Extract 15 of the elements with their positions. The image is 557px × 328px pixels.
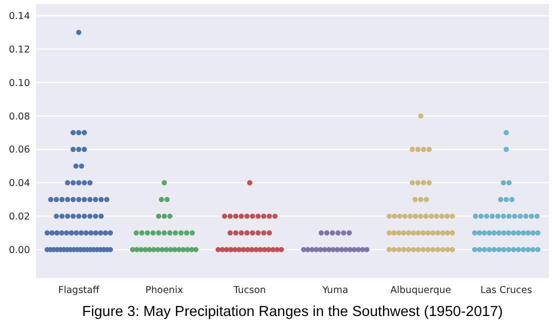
y-tick-label: 0.00 xyxy=(8,244,30,256)
text: Figure 3: May Precipitation Ranges in the Southwest (1950-2017) xyxy=(82,304,503,320)
x-tick-label: Phoenix xyxy=(145,285,184,296)
y-tick-label: 0.14 xyxy=(8,11,30,22)
y-tick-label: 0.02 xyxy=(8,212,30,223)
y-tick-label: 0.10 xyxy=(8,78,30,89)
y-tick-label: 0.04 xyxy=(8,178,30,190)
y-tick-label: 0.06 xyxy=(8,144,30,156)
x-tick-label: Las Cruces xyxy=(480,285,532,296)
x-tick-label: Tucson xyxy=(232,285,266,296)
x-tick-label: Yuma xyxy=(321,285,348,296)
x-tick-label: Flagstaff xyxy=(58,285,100,296)
x-tick-label: Albuquerque xyxy=(390,285,452,296)
y-tick-label: 0.08 xyxy=(8,111,30,122)
y-tick-label: 0.12 xyxy=(8,44,30,56)
